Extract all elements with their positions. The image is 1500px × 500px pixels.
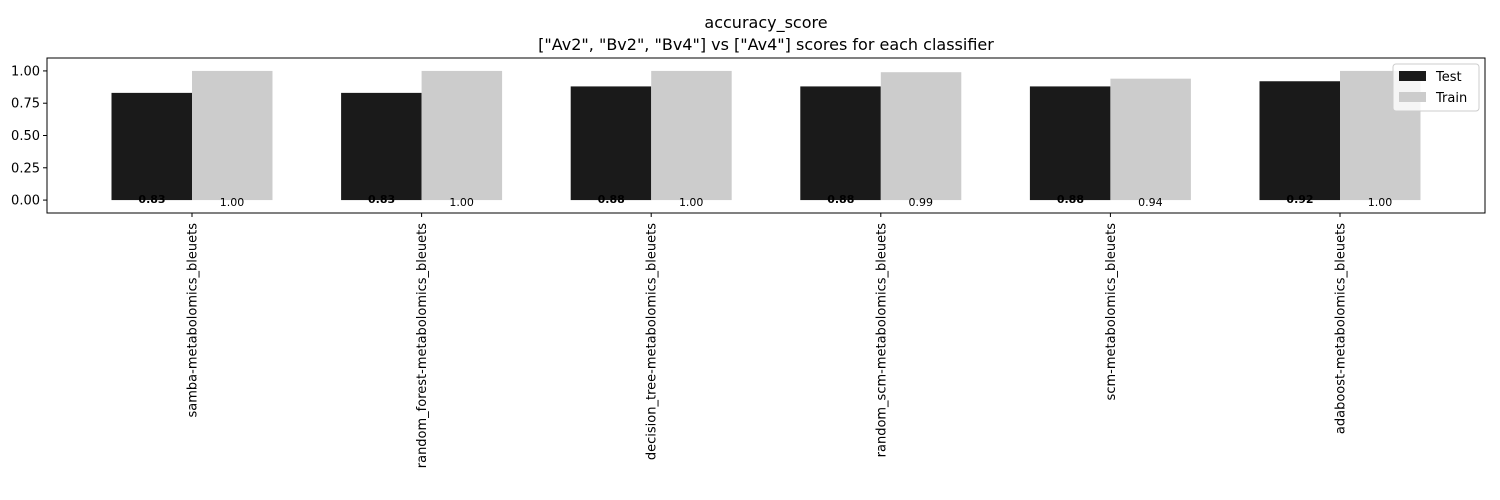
data-label-train-1: 1.00 [449,196,474,209]
y-tick-label: 0.00 [11,194,40,209]
x-tick-label: scm-metabolomics_bleuets [1104,223,1119,401]
bar-test-1 [341,92,422,201]
y-tick-label: 0.75 [11,97,40,112]
data-label-train-5: 1.00 [1368,196,1393,209]
data-label-test-4: 0.88 [1057,193,1084,206]
bar-test-2 [570,86,652,201]
bar-train-0 [192,70,273,201]
chart-title: accuracy_score [704,13,827,33]
bar-test-4 [1029,86,1111,201]
data-label-train-4: 0.94 [1138,196,1163,209]
data-label-train-0: 1.00 [220,196,245,209]
y-tick-label: 1.00 [11,64,40,79]
bar-test-3 [800,86,881,201]
data-label-test-1: 0.83 [368,193,395,206]
chart-subtitle: ["Av2", "Bv2", "Bv4"] vs ["Av4"] scores … [538,35,994,54]
data-label-test-2: 0.88 [598,193,625,206]
data-label-train-3: 0.99 [909,196,934,209]
x-tick-label: random_scm-metabolomics_bleuets [874,223,889,458]
x-tick-label: decision_tree-metabolomics_bleuets [645,223,660,460]
bar-train-3 [880,72,962,201]
x-axis: samba-metabolomics_bleuets random_forest-… [186,213,1349,468]
y-tick-label: 0.25 [11,161,40,176]
bar-train-1 [421,70,503,201]
bar-test-0 [111,92,192,201]
bar-test-5 [1259,81,1340,201]
bars-layer [111,70,1421,201]
y-axis: 0.00 0.25 0.50 0.75 1.00 [11,64,47,209]
x-tick-label: samba-metabolomics_bleuets [186,223,201,418]
x-tick-label: adaboost-metabolomics_bleuets [1334,223,1349,434]
data-label-train-2: 1.00 [679,196,704,209]
legend: Test Train [1392,63,1480,112]
legend-swatch-test [1399,71,1426,81]
bar-train-2 [651,70,732,201]
data-label-test-0: 0.83 [138,193,165,206]
bar-train-4 [1110,78,1191,201]
legend-label-test: Test [1435,70,1462,85]
legend-label-train: Train [1435,91,1467,106]
legend-swatch-train [1399,92,1426,102]
data-label-test-5: 0.92 [1286,193,1313,206]
y-tick-label: 0.50 [11,129,40,144]
data-labels-layer: 0.83 0.83 0.88 0.88 0.88 0.92 1.00 1.00 1.00 0.99… [138,193,1392,209]
x-tick-label: random_forest-metabolomics_bleuets [415,223,430,468]
data-label-test-3: 0.88 [827,193,854,206]
